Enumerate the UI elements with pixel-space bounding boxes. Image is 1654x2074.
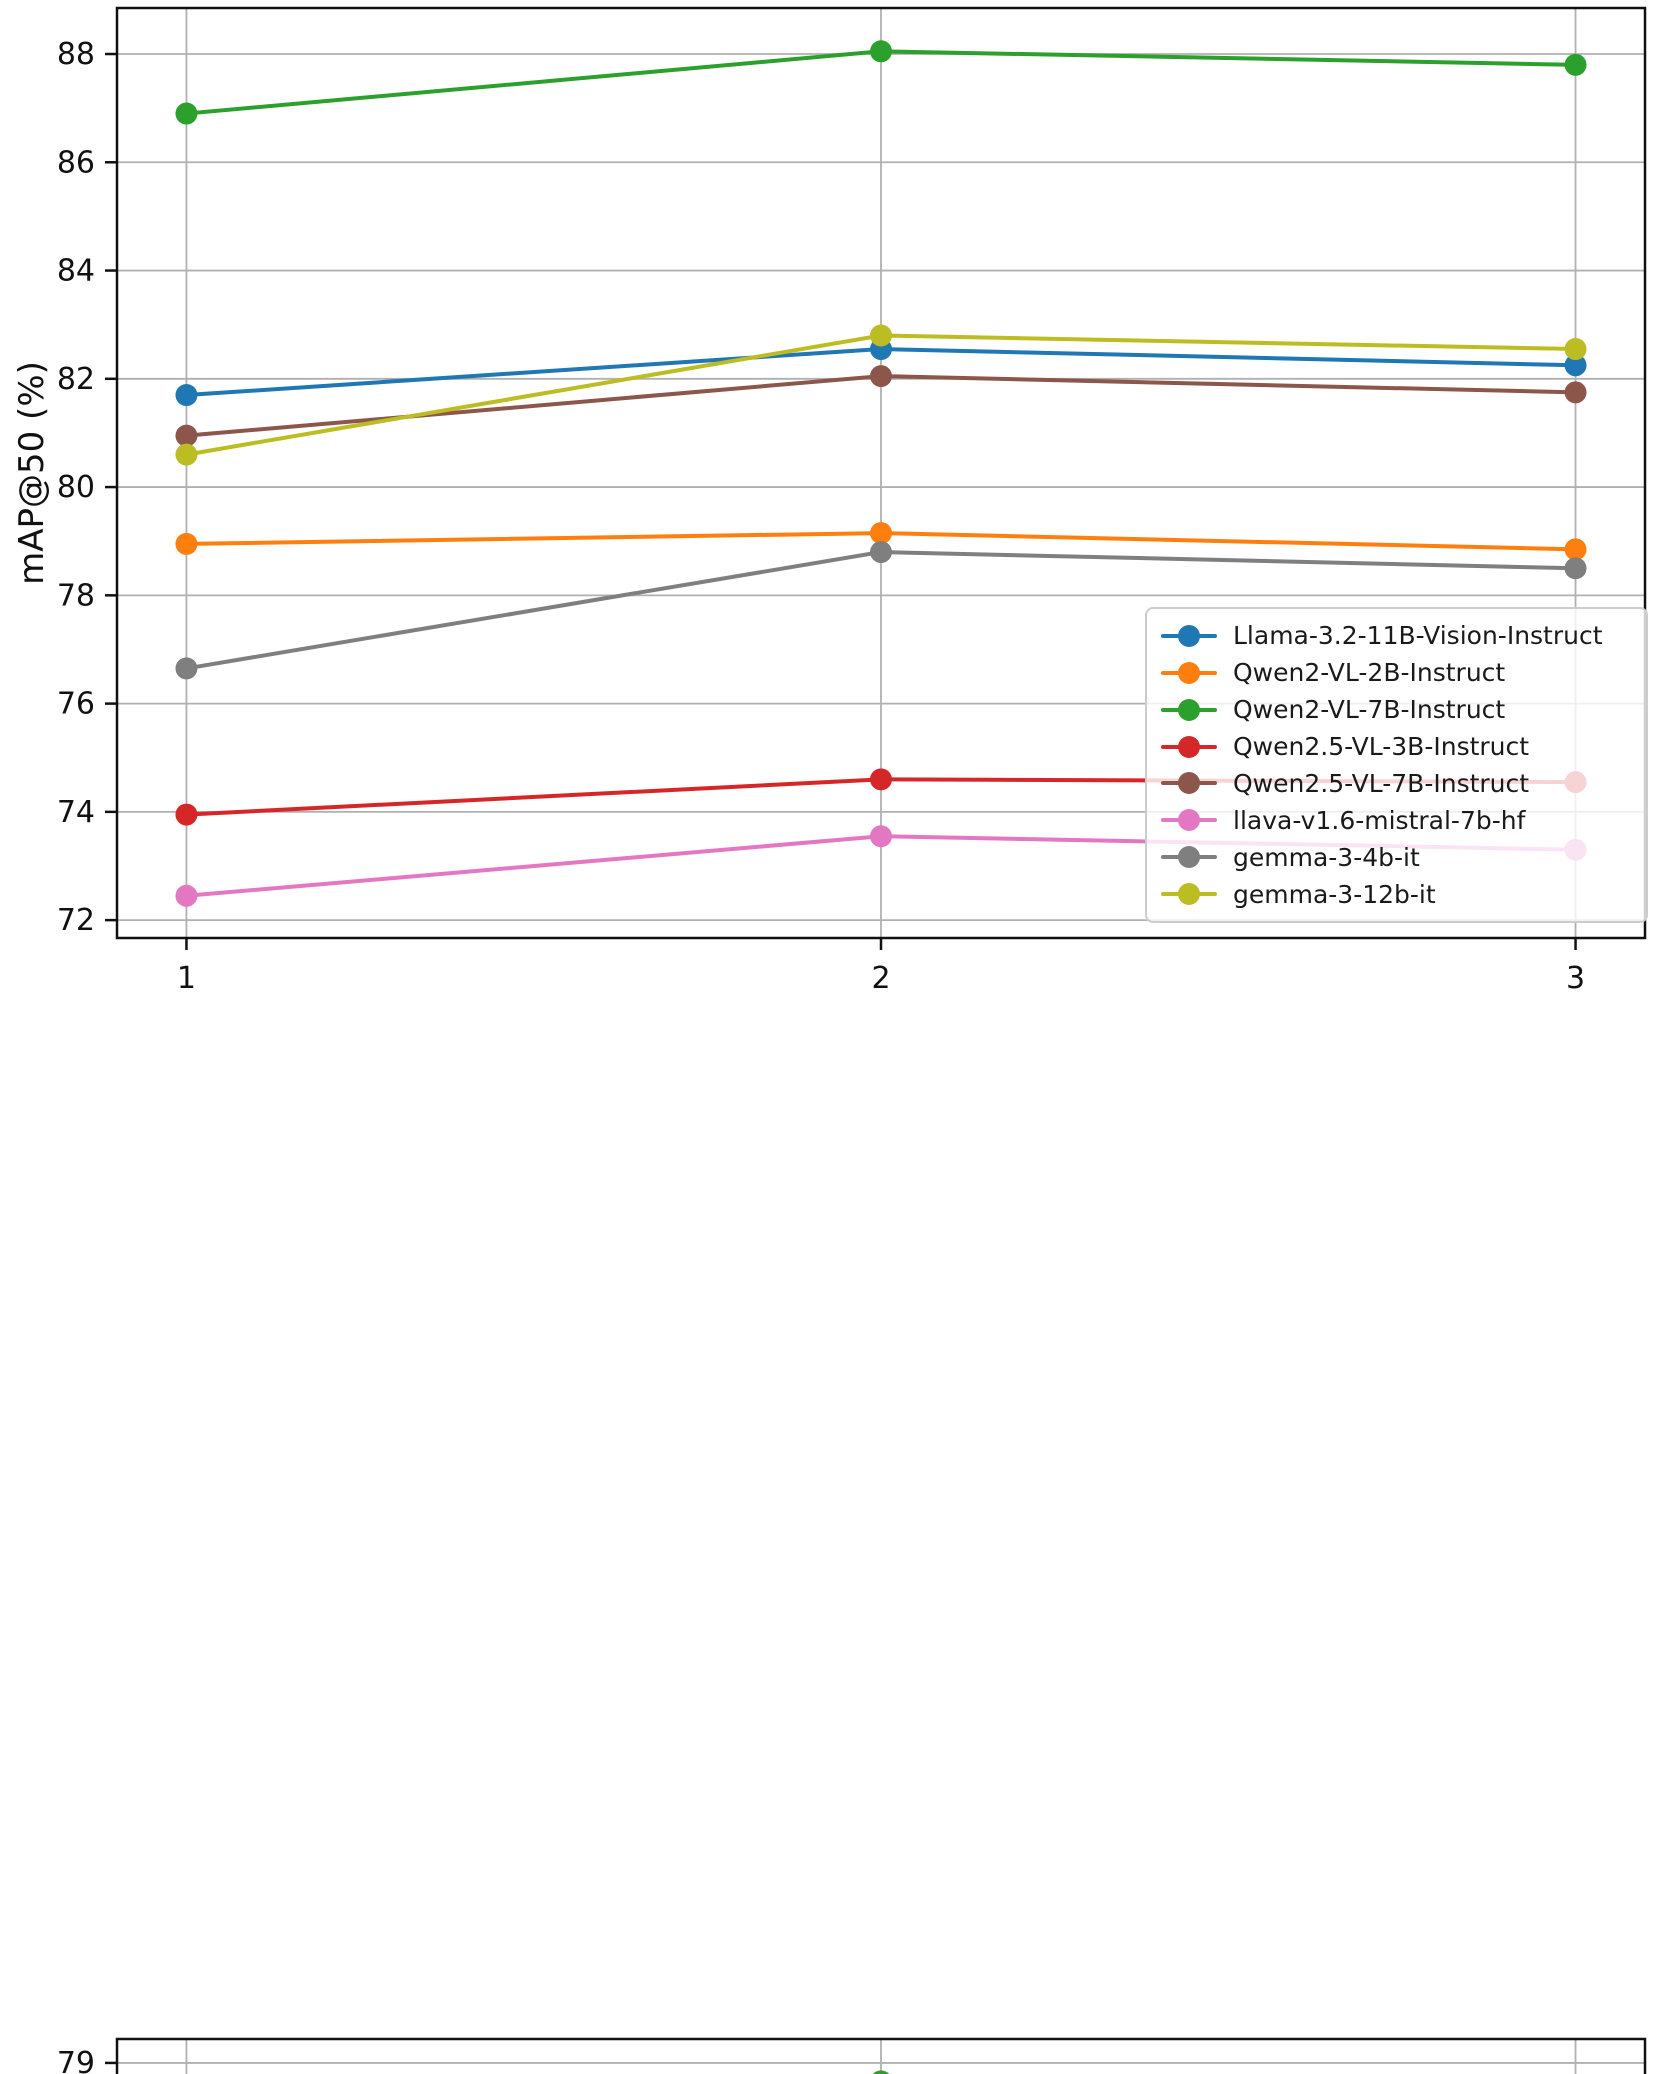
data-point xyxy=(175,803,198,826)
y-tick-label: 80 xyxy=(57,470,95,505)
tick-marks xyxy=(105,52,1577,950)
tick-marks xyxy=(105,2061,117,2065)
data-point xyxy=(872,2070,890,2074)
plot-border xyxy=(115,2037,1647,2074)
series-1 xyxy=(175,522,1587,561)
legend-label: Llama-3.2-11B-Vision-Instruct xyxy=(1233,621,1603,651)
y-tick-label: 72 xyxy=(57,903,95,938)
data-point xyxy=(1564,557,1587,580)
map50-plot-svg: 72 74 76 78 80 82 84 86 88 1 2 3 xyxy=(57,6,1647,996)
f1-chart: 717273747576777879123 F1 (%) Llama-3.2-1… xyxy=(0,2020,1654,2074)
y-tick-label: 74 xyxy=(57,795,95,830)
legend-marker-icon xyxy=(1161,698,1217,722)
data-point xyxy=(175,884,198,907)
legend-label: gemma-3-12b-it xyxy=(1233,879,1436,909)
data-point xyxy=(1564,538,1587,561)
series-2 xyxy=(872,2070,890,2074)
y-tick-label: 88 xyxy=(57,37,95,72)
legend-label: Qwen2-VL-7B-Instruct xyxy=(1233,695,1506,725)
series-0 xyxy=(175,338,1587,407)
y-tick-label: 79 xyxy=(57,2046,95,2074)
legend-item: Qwen2.5-VL-7B-Instruct xyxy=(1161,765,1632,801)
data-point xyxy=(1564,354,1587,377)
data-point xyxy=(1564,53,1587,76)
legend-label: Qwen2-VL-2B-Instruct xyxy=(1233,658,1506,688)
y-tick-label: 86 xyxy=(57,145,95,180)
legend-item: llava-v1.6-mistral-7b-hf xyxy=(1161,802,1632,838)
data-point xyxy=(870,365,892,388)
x-tick-label: 1 xyxy=(177,961,196,996)
legend-item: Qwen2-VL-7B-Instruct xyxy=(1161,692,1632,728)
legend-label: llava-v1.6-mistral-7b-hf xyxy=(1233,805,1526,835)
data-point xyxy=(175,384,198,407)
legend-marker-icon xyxy=(1161,771,1217,795)
legend-item: Qwen2-VL-2B-Instruct xyxy=(1161,655,1632,691)
y-tick-label: 82 xyxy=(57,362,95,397)
y-tick-label: 76 xyxy=(57,687,95,722)
legend-marker-icon xyxy=(1161,845,1217,869)
tick-labels: 72 74 76 78 80 82 84 86 88 1 2 3 xyxy=(57,37,1585,996)
data-point xyxy=(870,768,892,791)
tick-labels: 717273747576777879123 xyxy=(57,2046,95,2074)
data-point xyxy=(1564,338,1587,361)
legend-marker-icon xyxy=(1161,735,1217,759)
series-6 xyxy=(175,541,1587,680)
legend-item: Qwen2.5-VL-3B-Instruct xyxy=(1161,729,1632,765)
legend-marker-icon xyxy=(1161,882,1217,906)
map50-chart: 72 74 76 78 80 82 84 86 88 1 2 3 mAP@50 (%) Llama-3… xyxy=(0,0,1654,1010)
y-tick-label: 78 xyxy=(57,578,95,613)
x-tick-label: 3 xyxy=(1566,961,1585,996)
series-2 xyxy=(175,40,1587,125)
legend-item: Llama-3.2-11B-Vision-Instruct xyxy=(1161,618,1632,654)
data-point xyxy=(175,424,198,447)
data-point xyxy=(175,102,198,125)
data-point xyxy=(870,40,892,63)
legend-label: gemma-3-4b-it xyxy=(1233,842,1420,872)
x-tick-label: 2 xyxy=(871,961,890,996)
legend-label: Qwen2.5-VL-3B-Instruct xyxy=(1233,732,1530,761)
legend-marker-icon xyxy=(1161,661,1217,685)
data-point xyxy=(1564,381,1587,404)
data-point xyxy=(175,443,198,466)
data-point xyxy=(175,657,198,680)
y-tick-label: 84 xyxy=(57,254,95,289)
data-point xyxy=(870,825,892,848)
data-point xyxy=(870,324,892,347)
legend-marker-icon xyxy=(1161,808,1217,832)
data-point xyxy=(870,541,892,564)
data-point xyxy=(175,532,198,555)
gridlines xyxy=(117,2039,1645,2074)
legend-label: Qwen2.5-VL-7B-Instruct xyxy=(1233,768,1530,798)
legend-item: gemma-3-12b-it xyxy=(1161,876,1632,912)
data-point xyxy=(870,522,892,545)
map50-y-axis-label: mAP@50 (%) xyxy=(12,361,52,585)
legend-item: gemma-3-4b-it xyxy=(1161,839,1632,875)
f1-plot-svg: 717273747576777879123 xyxy=(57,2037,1647,2074)
legend-marker-icon xyxy=(1161,624,1217,648)
series-7 xyxy=(175,324,1587,466)
map50-legend: Llama-3.2-11B-Vision-Instruct Qwen2-VL-2B… xyxy=(1145,607,1648,923)
